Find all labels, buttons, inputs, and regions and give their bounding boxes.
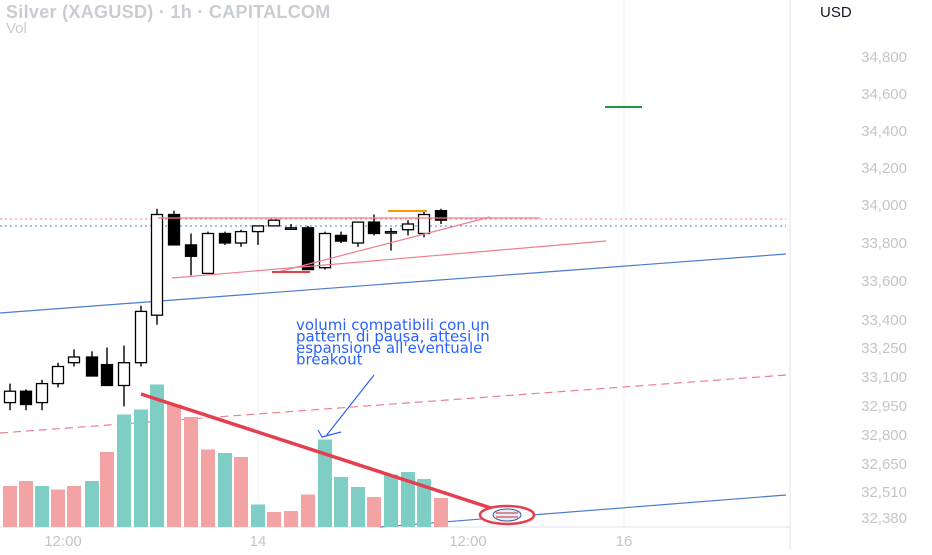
- axis-layer: 34,800 34,600 34,400 34,200 34,000 33,800 33,6…: [44, 49, 907, 550]
- price-tick-label: 32,510: [861, 484, 907, 501]
- candle-body: [251, 225, 265, 233]
- volume-bar: [35, 486, 49, 527]
- volume-bar: [417, 479, 431, 527]
- volume-bar: [384, 474, 398, 527]
- price-tick-label: 33,400: [861, 312, 907, 329]
- candle-body: [134, 310, 148, 364]
- candle-body: [401, 223, 415, 231]
- volume-label: Vol: [6, 20, 27, 37]
- candle-body: [150, 213, 164, 316]
- volume-bar: [51, 489, 65, 527]
- price-tick-label: 34,200: [861, 160, 907, 177]
- candle-body: [284, 227, 298, 230]
- volume-bar: [434, 498, 448, 527]
- price-tick-label: 34,800: [861, 49, 907, 66]
- volume-downtrend-line: [140, 392, 495, 511]
- chart-title: Silver (XAGUSD) · 1h · CAPITALCOM: [6, 2, 331, 22]
- volume-bar: [67, 486, 81, 527]
- candle-body: [85, 356, 99, 377]
- volume-bar: [3, 486, 17, 527]
- triangle-rising-line: [277, 216, 491, 273]
- price-tick-label: 34,600: [861, 86, 907, 103]
- currency-label[interactable]: USD: [820, 4, 852, 21]
- price-tick-label: 34,400: [861, 123, 907, 140]
- annotation-arrow-head: [317, 429, 342, 438]
- candle-body: [318, 232, 332, 269]
- time-tick-label: 16: [616, 533, 633, 550]
- price-tick-label: 33,800: [861, 235, 907, 252]
- price-tick-label: 32,380: [861, 510, 907, 527]
- annotation-text-line: espansione all'eventuale: [296, 339, 482, 357]
- volume-bar: [167, 404, 181, 527]
- support-line: [171, 240, 607, 279]
- blue-trend-line-upper: [0, 253, 787, 314]
- candle-body: [301, 227, 315, 271]
- candle-body: [3, 390, 17, 404]
- time-tick-label: 12:00: [44, 533, 82, 550]
- price-tick-label: 33,250: [861, 340, 907, 357]
- volume-layer: [3, 384, 448, 527]
- candle-body: [67, 356, 81, 364]
- volume-bar: [134, 409, 148, 527]
- volume-bar: [301, 494, 315, 527]
- annotation-arrow-shaft: [325, 374, 375, 437]
- volume-bar: [251, 504, 265, 527]
- candle-body: [417, 213, 431, 235]
- volume-bar: [351, 487, 365, 527]
- volume-bar: [334, 477, 348, 527]
- annotation-text-line: pattern di pausa, attesi in: [296, 328, 490, 346]
- time-tick-label: 12:00: [449, 533, 487, 550]
- candle-body: [267, 219, 281, 227]
- price-tick-label: 34,000: [861, 197, 907, 214]
- candle-body: [218, 232, 232, 244]
- volume-bar: [85, 481, 99, 527]
- candle-body: [117, 362, 131, 387]
- volume-bar: [201, 449, 215, 527]
- volume-bar: [19, 481, 33, 527]
- candle-body: [334, 234, 348, 242]
- volume-bar: [267, 512, 281, 527]
- candle-body: [51, 365, 65, 385]
- candle-body: [19, 390, 33, 406]
- volume-bar: [150, 384, 164, 527]
- price-tick-label: 33,600: [861, 273, 907, 290]
- volume-bar: [184, 417, 198, 527]
- annotation-text-line: volumi compatibili con un: [296, 316, 490, 334]
- volume-bar: [401, 472, 415, 527]
- volume-bar: [284, 511, 298, 527]
- candle-body: [367, 221, 381, 235]
- price-tick-label: 33,100: [861, 369, 907, 386]
- price-tick-label: 32,950: [861, 398, 907, 415]
- candle-body: [100, 363, 114, 387]
- volume-bar: [367, 497, 381, 527]
- candle-body: [201, 232, 215, 275]
- flag-icon-inner: [492, 508, 522, 522]
- time-tick-label: 14: [250, 533, 267, 550]
- volume-bar: [218, 453, 232, 527]
- volume-bar: [100, 452, 114, 527]
- candle-body: [234, 230, 248, 244]
- volume-bar: [318, 439, 332, 527]
- candle-body: [384, 230, 398, 234]
- candle-body: [184, 244, 198, 257]
- candles-layer: [3, 208, 448, 411]
- volume-bar: [117, 414, 131, 527]
- volume-bar: [234, 457, 248, 527]
- candle-body: [351, 221, 365, 244]
- candle-body: [434, 210, 448, 221]
- price-tick-label: 32,650: [861, 456, 907, 473]
- candle-body: [167, 213, 181, 246]
- annotation-text-line: breakout: [296, 351, 363, 369]
- price-tick-label: 32,800: [861, 427, 907, 444]
- candle-body: [35, 382, 49, 404]
